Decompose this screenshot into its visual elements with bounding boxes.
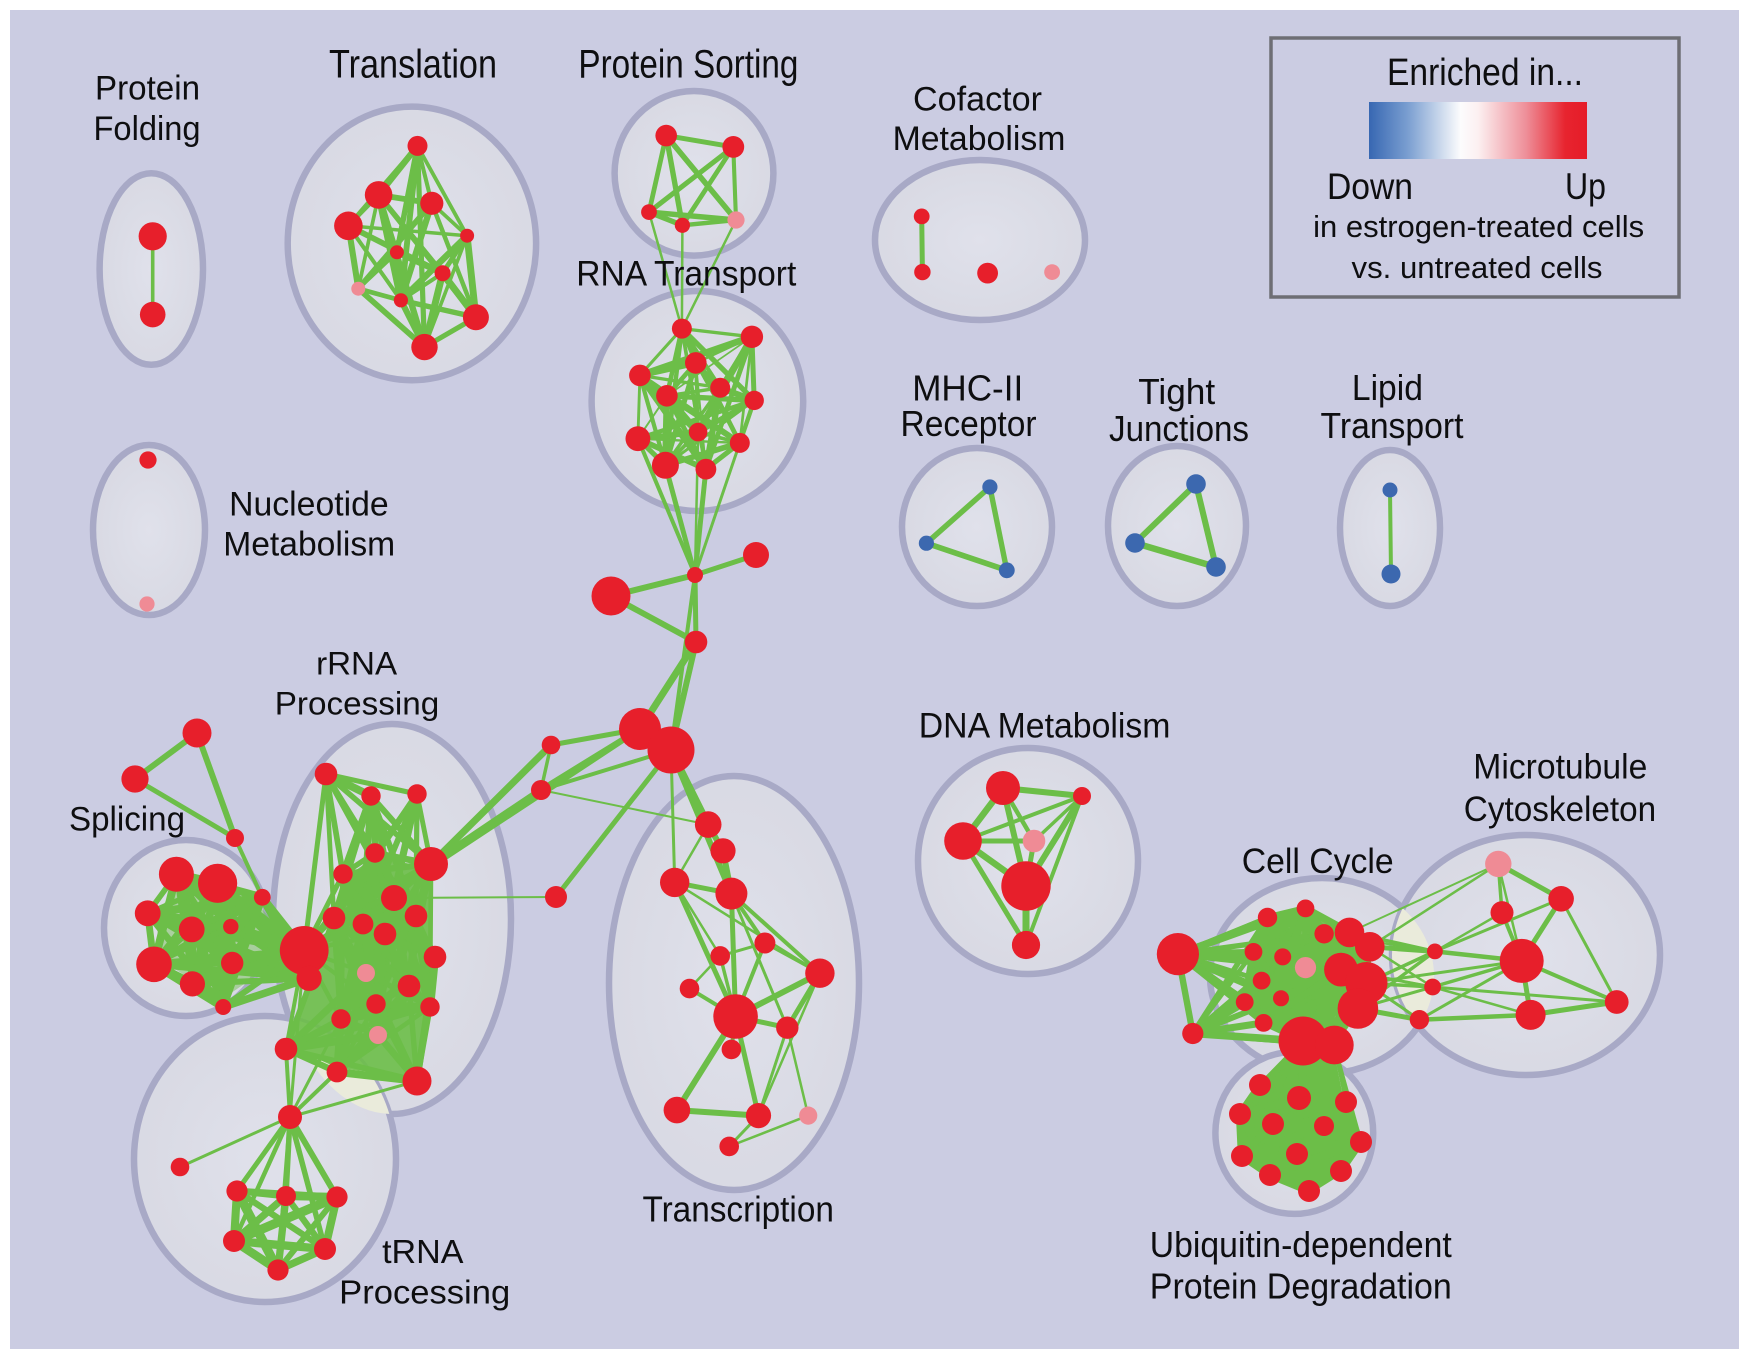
svg-text:Lipid: Lipid [1352,367,1423,408]
svg-text:Cofactor: Cofactor [913,80,1042,118]
svg-text:Protein: Protein [95,69,200,107]
svg-text:Metabolism: Metabolism [223,526,395,564]
svg-text:RNA Transport: RNA Transport [576,255,796,294]
svg-text:Processing: Processing [339,1274,510,1311]
svg-text:Splicing: Splicing [69,800,185,838]
svg-text:Metabolism: Metabolism [893,120,1066,158]
svg-text:DNA Metabolism: DNA Metabolism [919,707,1171,746]
svg-text:Processing: Processing [275,685,440,721]
svg-text:Receptor: Receptor [901,403,1037,444]
svg-text:Transcription: Transcription [642,1189,834,1230]
svg-text:Protein Degradation: Protein Degradation [1150,1266,1452,1307]
svg-text:Down: Down [1327,166,1413,207]
svg-text:Transport: Transport [1321,405,1464,446]
svg-text:rRNA: rRNA [316,645,398,681]
svg-text:Translation: Translation [329,43,497,87]
svg-text:Enriched in...: Enriched in... [1387,52,1583,94]
svg-text:MHC-II: MHC-II [912,368,1023,409]
svg-text:Up: Up [1565,166,1606,207]
svg-text:Protein Sorting: Protein Sorting [578,43,798,87]
svg-text:vs. untreated cells: vs. untreated cells [1352,250,1603,285]
svg-text:in estrogen-treated cells: in estrogen-treated cells [1313,209,1644,244]
svg-text:tRNA: tRNA [382,1233,463,1270]
svg-text:Junctions: Junctions [1109,408,1249,449]
svg-text:Tight: Tight [1138,371,1215,412]
svg-text:Folding: Folding [94,110,201,148]
svg-text:Microtubule: Microtubule [1473,748,1647,787]
svg-text:Cell Cycle: Cell Cycle [1242,842,1394,881]
svg-text:Nucleotide: Nucleotide [229,486,389,524]
svg-text:Ubiquitin-dependent: Ubiquitin-dependent [1150,1224,1452,1265]
svg-text:Cytoskeleton: Cytoskeleton [1464,790,1656,829]
